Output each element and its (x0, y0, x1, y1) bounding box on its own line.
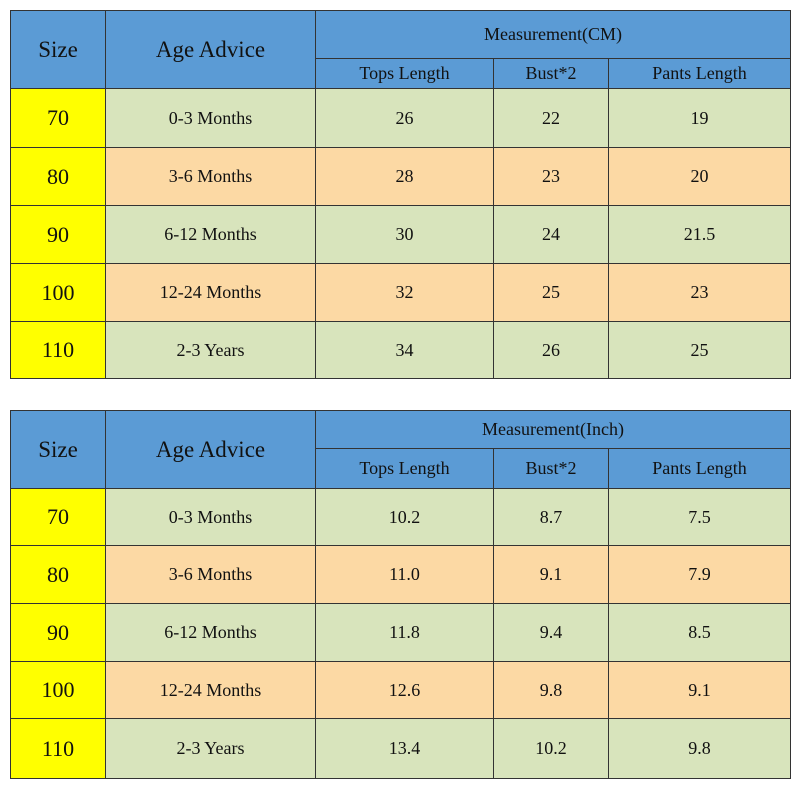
data-cell: 25 (493, 263, 609, 322)
column-header: Pants Length (607, 448, 792, 489)
column-header: Bust*2 (493, 58, 609, 89)
measurement-header: Measurement(Inch) (314, 410, 792, 449)
data-cell: 19 (607, 88, 792, 148)
data-cell: 26 (315, 88, 494, 148)
size-cell: 70 (10, 488, 106, 546)
data-cell: 21.5 (607, 205, 792, 264)
data-row: 70 0-3 Months 10.2 8.7 7.5 (10, 488, 792, 546)
age-header: Age Advice (105, 10, 316, 89)
size-cell: 90 (10, 205, 106, 264)
subheader-row: Tops Length Bust*2 Pants Length (11, 58, 792, 89)
data-cell: 7.5 (607, 488, 792, 546)
size-cell: 70 (10, 88, 106, 148)
data-cell: 22 (493, 88, 609, 148)
data-row: 80 3-6 Months 28 23 20 (10, 147, 792, 206)
data-cell: 0-3 Months (105, 88, 316, 148)
data-cell: 23 (607, 263, 792, 322)
data-cell: 10.2 (493, 718, 609, 779)
size-cell: 100 (10, 661, 106, 719)
data-cell: 9.8 (493, 661, 609, 719)
column-header: Pants Length (607, 58, 792, 89)
data-cell: 6-12 Months (105, 603, 316, 662)
data-row: 70 0-3 Months 26 22 19 (10, 88, 792, 148)
size-table: Size Age Advice Measurement(Inch) Tops Leng… (10, 410, 792, 779)
data-row: 90 6-12 Months 11.8 9.4 8.5 (10, 603, 792, 662)
data-cell: 3-6 Months (105, 545, 316, 604)
data-cell: 6-12 Months (105, 205, 316, 264)
data-cell: 26 (493, 321, 609, 379)
size-cell: 80 (10, 147, 106, 206)
data-cell: 2-3 Years (105, 321, 316, 379)
data-cell: 32 (315, 263, 494, 322)
data-cell: 3-6 Months (105, 147, 316, 206)
data-cell: 7.9 (607, 545, 792, 604)
data-cell: 8.7 (493, 488, 609, 546)
column-header: Tops Length (315, 448, 494, 489)
size-cell: 90 (10, 603, 106, 662)
data-row: 110 2-3 Years 34 26 25 (10, 321, 792, 379)
size-cell: 80 (10, 545, 106, 604)
data-cell: 13.4 (315, 718, 494, 779)
data-cell: 12-24 Months (105, 661, 316, 719)
data-cell: 12-24 Months (105, 263, 316, 322)
size-table: Size Age Advice Measurement(CM) Tops Length… (10, 10, 792, 379)
data-row: 100 12-24 Months 32 25 23 (10, 263, 792, 322)
size-cell: 110 (10, 321, 106, 379)
data-row: 90 6-12 Months 30 24 21.5 (10, 205, 792, 264)
header-row: Size Age Advice Measurement(Inch) (10, 410, 792, 489)
subheader-row: Tops Length Bust*2 Pants Length (11, 448, 792, 489)
age-header: Age Advice (105, 410, 316, 489)
data-cell: 9.1 (607, 661, 792, 719)
data-cell: 25 (607, 321, 792, 379)
data-cell: 9.8 (607, 718, 792, 779)
data-cell: 34 (315, 321, 494, 379)
data-cell: 24 (493, 205, 609, 264)
data-cell: 11.8 (315, 603, 494, 662)
header-row: Size Age Advice Measurement(CM) (10, 10, 792, 89)
data-cell: 2-3 Years (105, 718, 316, 779)
column-header: Tops Length (315, 58, 494, 89)
data-cell: 23 (493, 147, 609, 206)
data-cell: 9.1 (493, 545, 609, 604)
measurement-header: Measurement(CM) (314, 10, 792, 59)
data-cell: 30 (315, 205, 494, 264)
data-row: 100 12-24 Months 12.6 9.8 9.1 (10, 661, 792, 719)
data-cell: 28 (315, 147, 494, 206)
data-row: 110 2-3 Years 13.4 10.2 9.8 (10, 718, 792, 779)
data-cell: 12.6 (315, 661, 494, 719)
data-cell: 8.5 (607, 603, 792, 662)
data-cell: 20 (607, 147, 792, 206)
data-row: 80 3-6 Months 11.0 9.1 7.9 (10, 545, 792, 604)
size-header: Size (10, 10, 106, 89)
data-cell: 10.2 (315, 488, 494, 546)
data-cell: 11.0 (315, 545, 494, 604)
column-header: Bust*2 (493, 448, 609, 489)
size-cell: 100 (10, 263, 106, 322)
data-cell: 9.4 (493, 603, 609, 662)
size-header: Size (10, 410, 106, 489)
data-cell: 0-3 Months (105, 488, 316, 546)
size-cell: 110 (10, 718, 106, 779)
